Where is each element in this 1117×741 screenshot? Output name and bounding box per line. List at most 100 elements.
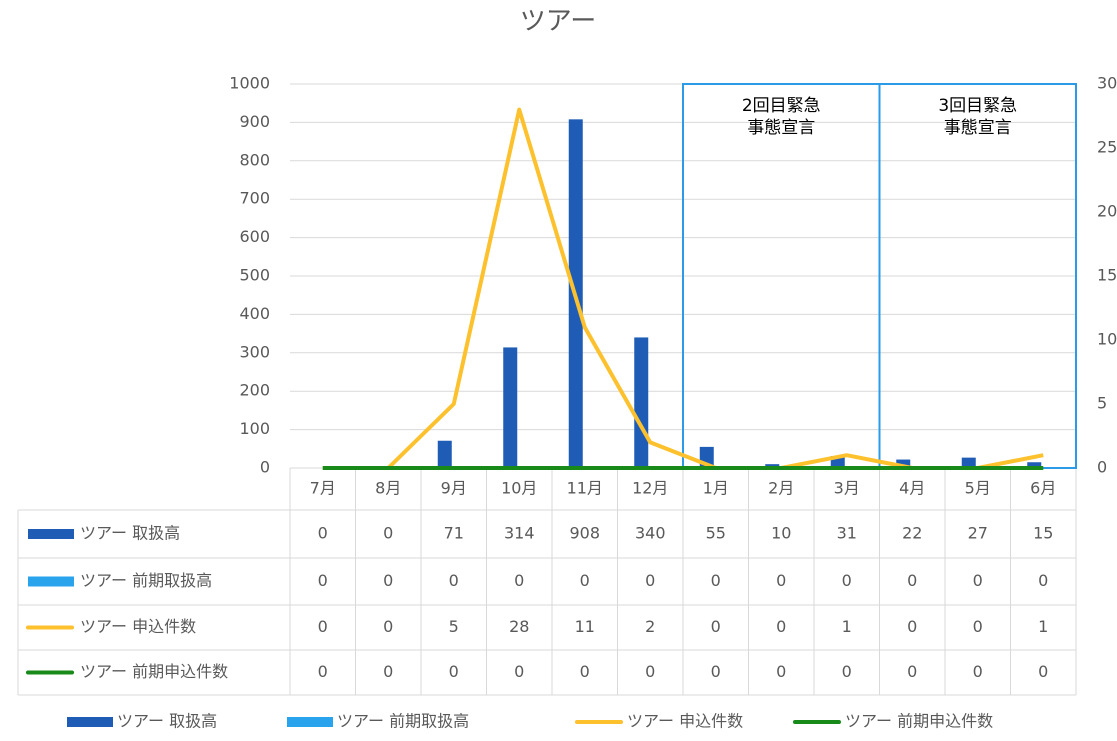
annotation-text: 3回目緊急 <box>938 96 1017 116</box>
legend-key <box>287 717 333 727</box>
table-value: 0 <box>318 524 328 543</box>
table-series-name: ツアー 取扱高 <box>80 524 180 543</box>
table-value: 27 <box>968 524 988 543</box>
y2-tick-label: 20 <box>1097 202 1117 221</box>
y2-tick-label: 0 <box>1097 458 1107 477</box>
table-value: 0 <box>842 662 852 681</box>
legend-label: ツアー 申込件数 <box>627 712 743 731</box>
y2-tick-label: 10 <box>1097 330 1117 349</box>
x-tick-label: 10月 <box>501 479 537 498</box>
table-series-name: ツアー 前期申込件数 <box>80 662 228 681</box>
table-value: 0 <box>449 662 459 681</box>
table-value: 0 <box>514 662 524 681</box>
table-value: 0 <box>842 571 852 590</box>
table-value: 0 <box>580 662 590 681</box>
table-value: 15 <box>1033 524 1053 543</box>
table-value: 0 <box>973 617 983 636</box>
table-value: 1 <box>842 617 852 636</box>
annotation-text: 事態宣言 <box>944 118 1012 138</box>
bar <box>961 457 976 468</box>
table-legend-key <box>28 529 74 539</box>
x-tick-label: 12月 <box>632 479 668 498</box>
x-tick-label: 11月 <box>567 479 603 498</box>
bar <box>503 347 518 468</box>
table-value: 0 <box>645 662 655 681</box>
legend-label: ツアー 前期申込件数 <box>845 712 993 731</box>
table-legend-key <box>28 576 74 587</box>
table-value: 0 <box>1038 571 1048 590</box>
x-tick-label: 8月 <box>375 479 401 498</box>
table-value: 908 <box>569 524 600 543</box>
y-tick-label: 600 <box>239 227 270 246</box>
table-value: 0 <box>973 571 983 590</box>
y-tick-label: 0 <box>260 458 270 477</box>
table-value: 10 <box>771 524 791 543</box>
table-value: 0 <box>907 662 917 681</box>
table-value: 0 <box>318 662 328 681</box>
table-value: 71 <box>444 524 464 543</box>
table-value: 22 <box>902 524 922 543</box>
table-value: 31 <box>837 524 857 543</box>
table-value: 0 <box>383 524 393 543</box>
table-value: 0 <box>449 571 459 590</box>
bar <box>1027 462 1042 468</box>
table-value: 340 <box>635 524 666 543</box>
y-tick-label: 500 <box>239 266 270 285</box>
x-tick-label: 6月 <box>1030 479 1056 498</box>
table-value: 0 <box>907 617 917 636</box>
legend-key <box>67 717 113 727</box>
y-tick-label: 700 <box>239 189 270 208</box>
table-value: 314 <box>504 524 535 543</box>
table-value: 0 <box>318 617 328 636</box>
table-value: 0 <box>711 662 721 681</box>
table-value: 0 <box>907 571 917 590</box>
table-value: 0 <box>318 571 328 590</box>
table-value: 11 <box>575 617 595 636</box>
legend-label: ツアー 取扱高 <box>117 712 217 731</box>
table-series-name: ツアー 申込件数 <box>80 617 196 636</box>
table-value: 5 <box>449 617 459 636</box>
table-value: 55 <box>706 524 726 543</box>
y2-tick-label: 30 <box>1097 74 1117 93</box>
table-value: 0 <box>711 571 721 590</box>
bar <box>437 440 452 468</box>
table-value: 0 <box>383 571 393 590</box>
y-tick-label: 400 <box>239 304 270 323</box>
table-value: 0 <box>973 662 983 681</box>
y2-tick-label: 25 <box>1097 138 1117 157</box>
table-value: 0 <box>514 571 524 590</box>
table-value: 0 <box>645 571 655 590</box>
y-tick-label: 1000 <box>229 74 270 93</box>
chart-title: ツアー <box>520 7 596 37</box>
x-tick-label: 9月 <box>441 479 467 498</box>
table-value: 0 <box>1038 662 1048 681</box>
x-tick-label: 4月 <box>899 479 925 498</box>
table-value: 0 <box>383 617 393 636</box>
y-tick-label: 300 <box>239 342 270 361</box>
bar <box>634 337 649 468</box>
table-value: 0 <box>711 617 721 636</box>
y2-tick-label: 5 <box>1097 394 1107 413</box>
x-tick-label: 1月 <box>703 479 729 498</box>
x-tick-label: 2月 <box>768 479 794 498</box>
y-tick-label: 900 <box>239 112 270 131</box>
x-tick-label: 3月 <box>834 479 860 498</box>
table-value: 0 <box>776 571 786 590</box>
table-value: 1 <box>1038 617 1048 636</box>
bar <box>830 456 845 468</box>
table-value: 0 <box>776 662 786 681</box>
x-tick-label: 5月 <box>965 479 991 498</box>
y2-tick-label: 15 <box>1097 266 1117 285</box>
x-tick-label: 7月 <box>310 479 336 498</box>
legend-label: ツアー 前期取扱高 <box>337 712 469 731</box>
table-value: 2 <box>645 617 655 636</box>
table-value: 0 <box>776 617 786 636</box>
bar <box>896 459 911 468</box>
y-tick-label: 200 <box>239 381 270 400</box>
table-value: 0 <box>383 662 393 681</box>
y-tick-label: 800 <box>239 150 270 169</box>
table-value: 28 <box>509 617 529 636</box>
annotation-text: 事態宣言 <box>747 118 815 138</box>
